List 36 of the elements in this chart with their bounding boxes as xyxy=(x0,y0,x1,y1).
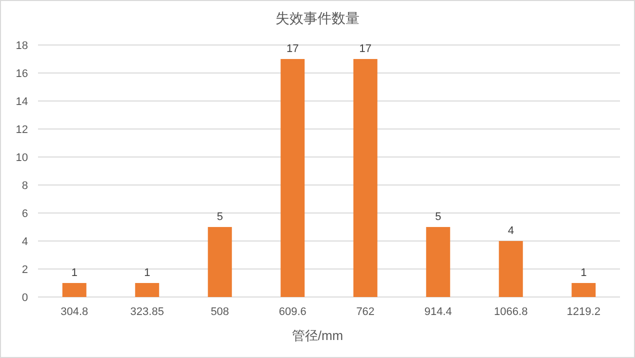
x-tick-label: 1066.8 xyxy=(494,306,528,318)
y-tick-label: 2 xyxy=(22,264,28,276)
bar xyxy=(572,283,596,297)
y-tick-label: 8 xyxy=(22,180,28,192)
data-label: 1 xyxy=(71,267,78,279)
chart-title: 失效事件数量 xyxy=(276,10,360,26)
x-tick-label: 1219.2 xyxy=(566,306,600,318)
x-tick-label: 508 xyxy=(210,306,230,318)
data-label: 4 xyxy=(508,225,514,237)
y-tick-label: 4 xyxy=(22,236,28,248)
data-label: 1 xyxy=(580,267,587,279)
bar xyxy=(62,283,86,297)
y-tick-label: 10 xyxy=(16,152,28,164)
data-label: 5 xyxy=(216,211,223,223)
data-label: 17 xyxy=(359,43,372,55)
y-tick-label: 18 xyxy=(16,40,28,52)
bar xyxy=(426,227,450,297)
x-tick-label: 762 xyxy=(356,306,375,318)
x-tick-label: 323.85 xyxy=(130,306,164,318)
y-tick-label: 6 xyxy=(22,208,28,220)
bar xyxy=(208,227,232,297)
x-tick-label: 304.8 xyxy=(60,306,88,318)
bar xyxy=(498,241,523,297)
y-tick-label: 12 xyxy=(16,124,28,136)
x-tick-label: 609.6 xyxy=(278,306,306,318)
bar xyxy=(280,59,305,297)
bar xyxy=(135,283,160,297)
y-tick-label: 16 xyxy=(16,68,28,80)
y-tick-label: 14 xyxy=(16,96,28,108)
data-label: 5 xyxy=(435,211,442,223)
y-tick-label: 0 xyxy=(22,292,28,304)
bar xyxy=(353,59,378,297)
x-tick-label: 914.4 xyxy=(424,306,452,318)
data-label: 17 xyxy=(286,43,299,55)
data-label: 1 xyxy=(144,267,150,279)
x-axis-title: 管径/mm xyxy=(292,328,344,343)
